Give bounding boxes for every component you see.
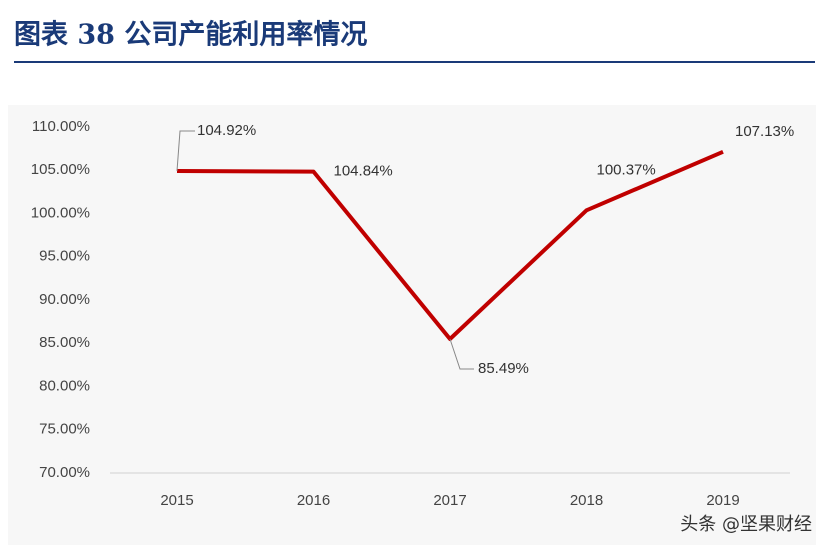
chart-title: 图表 38 公司产能利用率情况 <box>14 19 367 51</box>
plot-background <box>8 105 816 545</box>
y-tick-label: 105.00% <box>31 161 90 178</box>
y-tick-label: 110.00% <box>32 118 90 135</box>
x-tick-label: 2018 <box>570 492 603 509</box>
y-tick-label: 90.00% <box>39 291 90 308</box>
y-tick-label: 80.00% <box>39 377 90 394</box>
data-label: 100.37% <box>597 161 656 178</box>
y-tick-label: 100.00% <box>31 204 90 221</box>
data-label: 85.49% <box>478 360 529 377</box>
x-tick-label: 2016 <box>297 492 330 509</box>
y-tick-label: 85.00% <box>39 334 90 351</box>
y-tick-label: 70.00% <box>39 464 90 481</box>
x-tick-label: 2015 <box>160 492 193 509</box>
data-label: 107.13% <box>735 123 794 140</box>
leader-line <box>449 338 474 370</box>
x-tick-label: 2019 <box>706 492 739 509</box>
x-tick-label: 2017 <box>433 492 466 509</box>
data-label: 104.84% <box>334 163 393 180</box>
leader-line <box>176 130 195 171</box>
watermark: 头条 @坚果财经 <box>680 514 812 535</box>
y-tick-label: 75.00% <box>39 421 90 438</box>
data-label: 104.92% <box>197 122 256 139</box>
y-tick-label: 95.00% <box>39 248 90 265</box>
